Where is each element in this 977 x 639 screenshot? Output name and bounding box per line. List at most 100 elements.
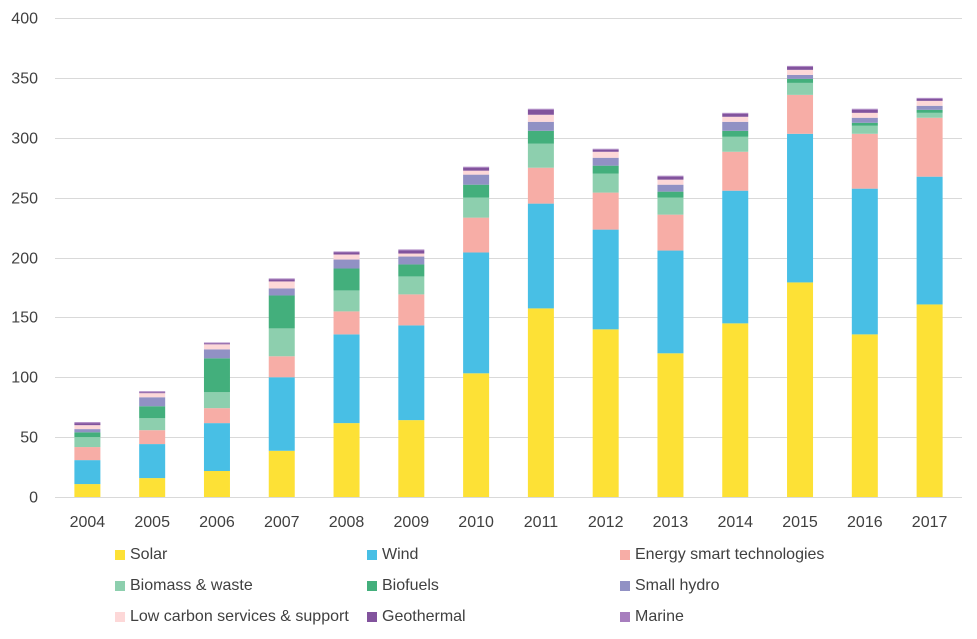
legend-item: Low carbon services & support: [115, 608, 349, 626]
bar-segment-wind: [139, 444, 166, 479]
bar-segment-low-carbon-services-support: [527, 114, 554, 122]
bar-segment-marine: [851, 108, 878, 110]
bar-segment-wind: [722, 190, 749, 324]
bar-segment-low-carbon-services-support: [657, 179, 684, 185]
bar-stack-2012: [592, 148, 619, 497]
bar-segment-energy-smart-technologies: [74, 447, 101, 461]
bar-segment-low-carbon-services-support: [398, 253, 425, 257]
bar-segment-marine: [527, 108, 554, 110]
x-tick-label: 2007: [264, 514, 300, 531]
bar-stack-2006: [203, 342, 230, 497]
bar-stack-2015: [787, 65, 814, 497]
bar-segment-biomass-waste: [657, 197, 684, 215]
x-axis: 2004 2005 2006 2007 2008 2009 2010 2011 2012 2013…: [70, 514, 948, 531]
bar-stack-2010: [463, 166, 490, 497]
bar-segment-geothermal: [722, 113, 749, 117]
bar-segment-solar: [333, 423, 360, 497]
bar-segment-solar: [398, 420, 425, 497]
legend-swatch: [367, 612, 377, 622]
bar-segment-marine: [398, 249, 425, 251]
x-tick-label: 2004: [70, 514, 106, 531]
x-tick-label: 2013: [653, 514, 689, 531]
bar-segment-energy-smart-technologies: [203, 408, 230, 424]
bar-segment-small-hydro: [592, 157, 619, 166]
bar-segment-biofuels: [657, 191, 684, 198]
bar-segment-geothermal: [74, 423, 101, 426]
bar-segment-biofuels: [851, 122, 878, 126]
bar-segment-energy-smart-technologies: [657, 214, 684, 251]
bar-segment-small-hydro: [527, 121, 554, 131]
bar-segment-energy-smart-technologies: [787, 94, 814, 134]
bar-segment-wind: [916, 176, 943, 305]
bar-stack-2007: [268, 278, 295, 497]
bar-segment-low-carbon-services-support: [592, 151, 619, 158]
bar-segment-wind: [398, 325, 425, 421]
bar-segment-small-hydro: [851, 117, 878, 123]
bar-stack-2013: [657, 175, 684, 497]
bar-segment-low-carbon-services-support: [787, 69, 814, 75]
bar-segment-marine: [333, 251, 360, 253]
legend-label: Biofuels: [382, 577, 439, 594]
bar-segment-biofuels: [787, 78, 814, 83]
legend-item: Geothermal: [367, 608, 466, 626]
bar-segment-low-carbon-services-support: [139, 393, 166, 398]
bar-segment-geothermal: [592, 149, 619, 152]
y-tick-label: 0: [29, 490, 38, 507]
legend-item: Energy smart technologies: [620, 546, 824, 564]
bar-segment-low-carbon-services-support: [916, 100, 943, 106]
bar-segment-biomass-waste: [787, 82, 814, 95]
bar-segment-biomass-waste: [74, 437, 101, 448]
legend-swatch: [115, 612, 125, 622]
bar-segment-low-carbon-services-support: [851, 112, 878, 118]
legend-swatch: [367, 581, 377, 591]
bar-segment-biomass-waste: [916, 112, 943, 118]
legend-swatch: [620, 581, 630, 591]
y-axis: 0 50 100 150 200 250 300 350 400: [11, 11, 38, 507]
bar-segment-solar: [592, 329, 619, 497]
bar-segment-wind: [851, 188, 878, 335]
bar-segment-marine: [268, 278, 295, 280]
legend-label: Biomass & waste: [130, 577, 253, 594]
bar-segment-energy-smart-technologies: [916, 117, 943, 177]
bar-segment-biomass-waste: [333, 290, 360, 312]
bar-segment-geothermal: [333, 252, 360, 255]
bar-segment-biofuels: [916, 109, 943, 113]
bar-stack-2014: [722, 112, 749, 497]
bar-segment-small-hydro: [333, 259, 360, 269]
bar-segment-marine: [139, 391, 166, 393]
bar-segment-geothermal: [203, 343, 230, 345]
bar-segment-small-hydro: [787, 74, 814, 79]
legend-item: Biomass & waste: [115, 577, 253, 595]
bar-stack-2009: [398, 249, 425, 497]
bar-segment-low-carbon-services-support: [463, 170, 490, 175]
bar-segment-biofuels: [463, 184, 490, 198]
bar-segment-marine: [787, 65, 814, 67]
bar-segment-solar: [268, 450, 295, 497]
legend-item: Marine: [620, 608, 684, 626]
bar-segment-marine: [203, 342, 230, 344]
y-tick-label: 50: [20, 430, 38, 447]
x-tick-label: 2014: [717, 514, 753, 531]
bar-segment-biomass-waste: [268, 328, 295, 357]
bar-segment-small-hydro: [268, 288, 295, 296]
bar-segment-small-hydro: [657, 184, 684, 192]
y-tick-label: 400: [11, 11, 38, 28]
bar-segment-biofuels: [722, 130, 749, 137]
bar-segment-wind: [787, 133, 814, 283]
bar-segment-biomass-waste: [139, 418, 166, 431]
bar-segment-geothermal: [527, 109, 554, 115]
bar-stack-2005: [139, 391, 166, 497]
bar-segment-geothermal: [916, 98, 943, 101]
legend-swatch: [620, 550, 630, 560]
bar-segment-marine: [657, 175, 684, 177]
legend-label: Energy smart technologies: [635, 546, 825, 563]
bar-segment-biomass-waste: [851, 125, 878, 134]
bar-segment-energy-smart-technologies: [398, 294, 425, 326]
x-tick-label: 2008: [329, 514, 365, 531]
bar-segment-wind: [527, 203, 554, 309]
x-tick-label: 2011: [524, 514, 559, 531]
bar-segment-geothermal: [139, 392, 166, 394]
legend-swatch: [620, 612, 630, 622]
bar-segment-marine: [592, 148, 619, 150]
